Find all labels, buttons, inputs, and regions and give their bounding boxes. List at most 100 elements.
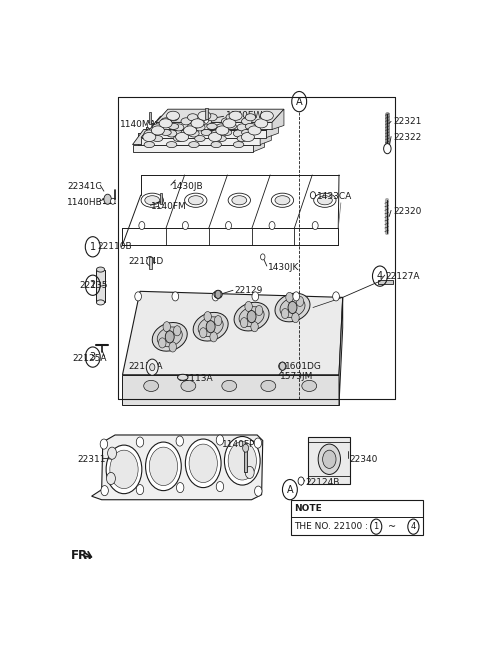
- Text: 22322: 22322: [393, 133, 421, 141]
- Ellipse shape: [216, 124, 226, 131]
- Circle shape: [158, 338, 166, 348]
- Ellipse shape: [241, 129, 252, 135]
- Ellipse shape: [237, 135, 248, 141]
- Circle shape: [106, 445, 142, 493]
- Text: ~: ~: [388, 522, 396, 532]
- Circle shape: [318, 444, 340, 474]
- Bar: [244, 448, 248, 472]
- Bar: [96, 269, 105, 302]
- Text: 22320: 22320: [393, 207, 421, 216]
- Ellipse shape: [245, 124, 256, 129]
- Ellipse shape: [189, 130, 199, 137]
- Polygon shape: [132, 145, 253, 152]
- Circle shape: [107, 472, 115, 485]
- Ellipse shape: [185, 193, 207, 208]
- Circle shape: [176, 436, 183, 446]
- Circle shape: [145, 442, 181, 491]
- Circle shape: [101, 486, 108, 495]
- Polygon shape: [266, 116, 278, 137]
- Ellipse shape: [198, 111, 211, 120]
- Circle shape: [139, 221, 145, 229]
- Text: 1573JM: 1573JM: [279, 372, 313, 381]
- Ellipse shape: [173, 135, 184, 141]
- Text: 1140HB: 1140HB: [67, 198, 103, 207]
- Ellipse shape: [201, 129, 212, 135]
- Circle shape: [136, 437, 144, 447]
- Ellipse shape: [167, 130, 177, 137]
- Ellipse shape: [314, 193, 336, 208]
- Circle shape: [104, 194, 111, 204]
- Circle shape: [228, 442, 256, 480]
- Circle shape: [189, 444, 217, 482]
- Text: 1140FM: 1140FM: [151, 202, 187, 211]
- Ellipse shape: [241, 133, 254, 141]
- Text: 4: 4: [377, 271, 383, 281]
- Ellipse shape: [198, 317, 223, 336]
- Circle shape: [243, 444, 249, 452]
- Ellipse shape: [241, 118, 252, 125]
- Ellipse shape: [193, 313, 228, 341]
- Circle shape: [286, 292, 293, 302]
- Ellipse shape: [168, 124, 179, 129]
- Circle shape: [110, 450, 138, 489]
- Ellipse shape: [195, 124, 205, 131]
- Ellipse shape: [239, 307, 264, 327]
- Circle shape: [204, 118, 208, 124]
- Ellipse shape: [144, 380, 158, 392]
- Ellipse shape: [255, 119, 268, 128]
- Ellipse shape: [183, 126, 197, 135]
- Circle shape: [254, 438, 262, 448]
- Bar: [290, 500, 423, 535]
- Circle shape: [100, 439, 108, 449]
- Ellipse shape: [191, 119, 204, 128]
- Text: 1140FP: 1140FP: [222, 440, 255, 449]
- Ellipse shape: [96, 267, 105, 272]
- Text: 1430JB: 1430JB: [172, 181, 203, 191]
- Ellipse shape: [181, 129, 192, 135]
- Text: 1601DG: 1601DG: [285, 362, 322, 371]
- Circle shape: [150, 364, 155, 371]
- Circle shape: [311, 192, 315, 198]
- Text: 2: 2: [90, 281, 96, 290]
- Ellipse shape: [216, 126, 229, 135]
- Circle shape: [269, 221, 275, 229]
- Ellipse shape: [167, 111, 180, 120]
- Text: 3: 3: [90, 352, 96, 362]
- Text: 1140EW: 1140EW: [226, 111, 263, 120]
- Ellipse shape: [233, 141, 244, 148]
- Polygon shape: [141, 137, 260, 145]
- Circle shape: [323, 450, 336, 468]
- Circle shape: [216, 435, 224, 445]
- Circle shape: [210, 332, 217, 342]
- Text: 22341C: 22341C: [67, 181, 102, 191]
- Polygon shape: [141, 124, 271, 137]
- Ellipse shape: [144, 130, 155, 137]
- Circle shape: [200, 328, 207, 338]
- Ellipse shape: [275, 293, 310, 322]
- Circle shape: [206, 321, 215, 333]
- Circle shape: [292, 313, 299, 323]
- Ellipse shape: [144, 141, 155, 148]
- Ellipse shape: [279, 362, 286, 371]
- Ellipse shape: [222, 380, 237, 392]
- Ellipse shape: [161, 118, 171, 125]
- Text: 22110B: 22110B: [97, 242, 132, 251]
- Text: 22124B: 22124B: [305, 478, 340, 487]
- Circle shape: [296, 296, 304, 306]
- Ellipse shape: [280, 298, 305, 317]
- Bar: [378, 280, 393, 284]
- Ellipse shape: [152, 124, 163, 131]
- Text: 22114D: 22114D: [129, 258, 164, 267]
- Circle shape: [172, 292, 179, 301]
- Polygon shape: [132, 129, 264, 145]
- Circle shape: [163, 322, 170, 332]
- Ellipse shape: [201, 118, 212, 125]
- Ellipse shape: [229, 111, 242, 120]
- Ellipse shape: [226, 124, 237, 129]
- Circle shape: [298, 477, 304, 485]
- Bar: [160, 193, 162, 204]
- Text: 1: 1: [90, 242, 96, 252]
- Circle shape: [240, 317, 248, 328]
- Text: A: A: [296, 97, 302, 106]
- Ellipse shape: [233, 130, 244, 137]
